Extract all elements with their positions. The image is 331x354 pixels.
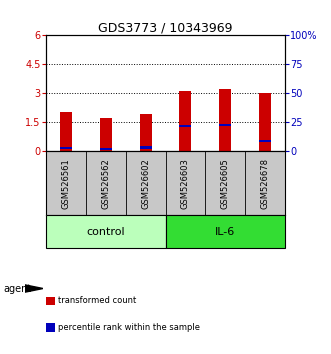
Bar [219,124,231,126]
Polygon shape [25,285,43,292]
Bar [140,114,152,151]
Text: GSM526602: GSM526602 [141,158,150,209]
Bar [179,125,191,127]
Text: agent: agent [3,284,31,293]
Title: GDS3773 / 10343969: GDS3773 / 10343969 [98,21,233,34]
Bar [259,140,271,142]
FancyBboxPatch shape [166,216,285,248]
FancyBboxPatch shape [46,216,166,248]
Text: GSM526605: GSM526605 [220,158,230,209]
Text: transformed count: transformed count [58,296,136,306]
Text: percentile rank within the sample: percentile rank within the sample [58,323,200,332]
Text: GSM526562: GSM526562 [101,158,111,209]
Bar [60,147,72,149]
Text: GSM526561: GSM526561 [62,158,71,209]
Bar [259,93,271,151]
Bar [219,89,231,151]
Bar [179,91,191,151]
Text: GSM526678: GSM526678 [260,158,269,209]
Bar [60,112,72,151]
Text: GSM526603: GSM526603 [181,158,190,209]
Bar [100,118,112,151]
Bar [100,148,112,150]
Text: IL-6: IL-6 [215,227,235,236]
Bar [140,146,152,149]
Text: control: control [87,227,125,236]
